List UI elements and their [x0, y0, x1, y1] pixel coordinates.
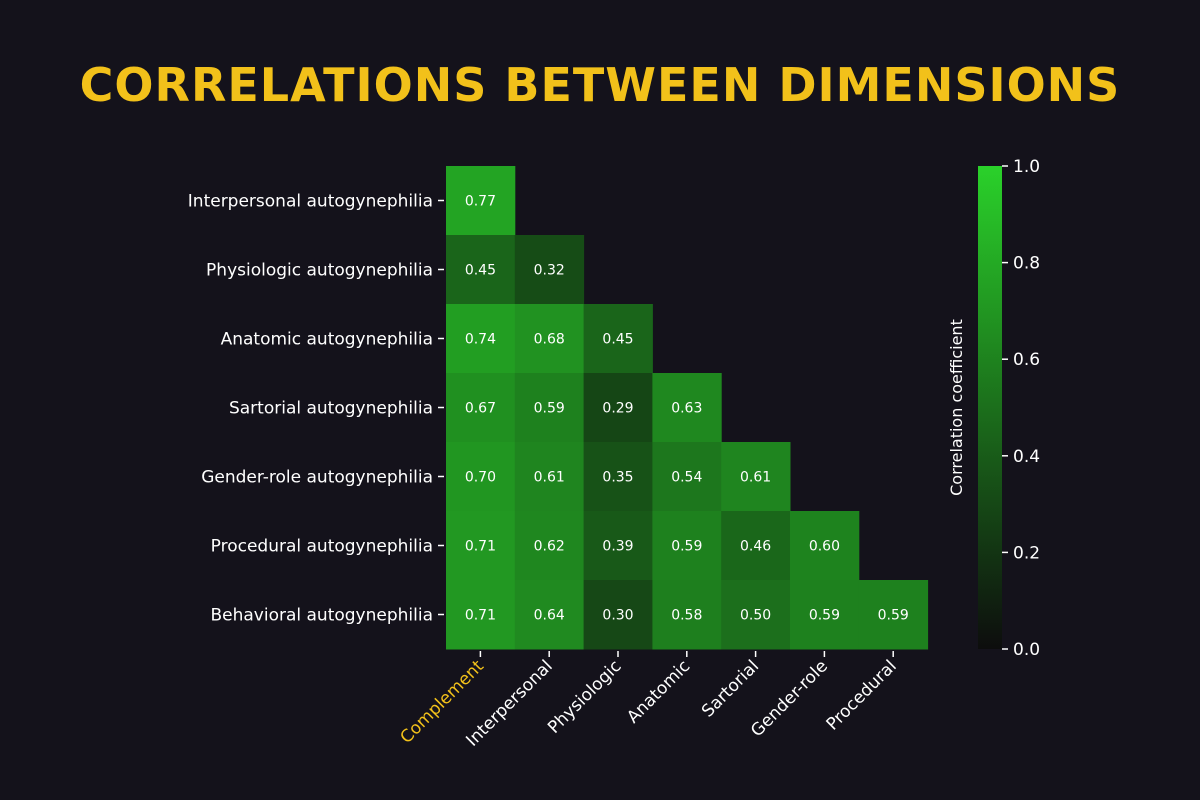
heatmap-cell [514, 442, 585, 512]
cell-value-label: 0.74 [465, 332, 496, 348]
column-label: Anatomic [623, 656, 694, 727]
cell-value-label: 0.59 [671, 539, 702, 555]
cell-value-label: 0.61 [740, 470, 771, 486]
colorbar-tick-label: 0.0 [1013, 640, 1040, 660]
heatmap-cell [446, 235, 516, 305]
heatmap-cell [858, 580, 929, 650]
cell-value-label: 0.58 [671, 608, 702, 624]
cell-value-label: 0.59 [809, 608, 840, 624]
heatmap-cell [514, 235, 585, 305]
cell-value-label: 0.77 [465, 194, 496, 210]
cell-value-label: 0.60 [809, 539, 840, 555]
heatmap-cell [446, 511, 516, 581]
cell-value-label: 0.67 [465, 401, 496, 417]
colorbar-gradient [978, 166, 1002, 649]
cell-value-label: 0.62 [534, 539, 565, 555]
cell-value-label: 0.71 [465, 608, 496, 624]
heatmap-cell [583, 442, 653, 512]
heatmap-cell [514, 304, 585, 374]
row-label: Interpersonal autogynephilia [188, 192, 433, 212]
column-labels: ComplementInterpersonalPhysiologicAnatom… [397, 651, 901, 751]
heatmap-cell [446, 580, 516, 650]
row-label: Behavioral autogynephilia [210, 606, 433, 626]
colorbar-tick-label: 0.8 [1013, 254, 1040, 274]
cell-value-label: 0.59 [534, 401, 565, 417]
cell-value-label: 0.29 [602, 401, 633, 417]
heatmap-cell [721, 580, 791, 650]
heatmap-cell [446, 373, 516, 443]
cell-value-label: 0.54 [671, 470, 702, 486]
heatmap-cells: 0.77 0.45 0.32 0.74 0.68 0.45 0.67 0.59 0.29 0.63… [446, 166, 929, 650]
row-label: Physiologic autogynephilia [206, 261, 433, 281]
cell-value-label: 0.50 [740, 608, 771, 624]
heatmap-cell [652, 442, 722, 512]
heatmap-cell [583, 511, 653, 581]
column-label: Physiologic [544, 656, 625, 737]
cell-value-label: 0.35 [602, 470, 633, 486]
colorbar-title: Correlation coefficient [947, 319, 966, 496]
row-label: Sartorial autogynephilia [229, 399, 433, 419]
cell-value-label: 0.71 [465, 539, 496, 555]
cell-value-label: 0.59 [878, 608, 909, 624]
colorbar-tick-label: 1.0 [1013, 157, 1040, 177]
cell-value-label: 0.63 [671, 401, 702, 417]
heatmap-cell [790, 511, 860, 581]
cell-value-label: 0.45 [465, 263, 496, 279]
heatmap-cell [583, 580, 653, 650]
colorbar-tick-label: 0.2 [1013, 543, 1040, 563]
heatmap-cell [721, 442, 791, 512]
row-label: Procedural autogynephilia [211, 537, 433, 557]
row-labels: Interpersonal autogynephilia Physiologic … [188, 192, 444, 626]
heatmap-cell [446, 304, 516, 374]
cell-value-label: 0.45 [602, 332, 633, 348]
heatmap-cell [652, 511, 722, 581]
cell-value-label: 0.46 [740, 539, 771, 555]
heatmap-cell [446, 442, 516, 512]
cell-value-label: 0.61 [534, 470, 565, 486]
cell-value-label: 0.32 [534, 263, 565, 279]
row-label: Anatomic autogynephilia [221, 330, 433, 350]
row-label: Gender-role autogynephilia [201, 468, 433, 488]
heatmap-cell [514, 373, 585, 443]
colorbar: 0.0 0.2 0.4 0.6 0.8 1.0 Correlation coefficien… [947, 157, 1040, 660]
cell-value-label: 0.70 [465, 470, 496, 486]
column-label: Sartorial [698, 656, 763, 721]
heatmap-cell [790, 580, 860, 650]
heatmap-cell [652, 580, 722, 650]
cell-value-label: 0.64 [534, 608, 565, 624]
colorbar-tick-label: 0.6 [1013, 350, 1040, 370]
cell-value-label: 0.39 [602, 539, 633, 555]
cell-value-label: 0.30 [602, 608, 633, 624]
column-label: Procedural [823, 656, 901, 734]
heatmap-cell [583, 373, 653, 443]
colorbar-tick-label: 0.4 [1013, 447, 1040, 467]
heatmap-cell [583, 304, 653, 374]
heatmap-cell [514, 511, 585, 581]
page-title: CORRELATIONS BETWEEN DIMENSIONS [79, 58, 1121, 112]
heatmap-cell [446, 166, 516, 236]
heatmap-cell [514, 580, 585, 650]
cell-value-label: 0.68 [534, 332, 565, 348]
heatmap-cell [721, 511, 791, 581]
heatmap-cell [652, 373, 722, 443]
